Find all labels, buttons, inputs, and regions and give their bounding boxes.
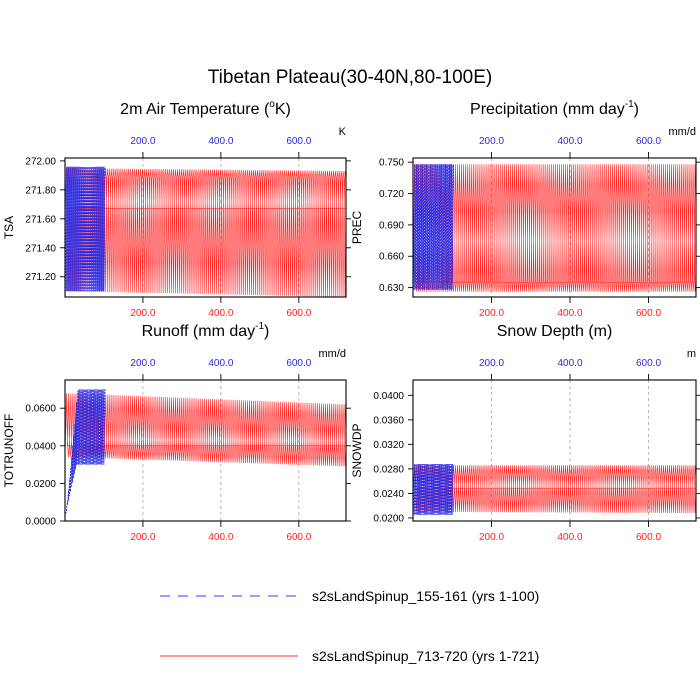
y-tick-label: 0.0240 bbox=[373, 489, 404, 500]
title-superscript: o bbox=[269, 99, 275, 110]
x-tick-label-bottom: 200.0 bbox=[130, 532, 155, 543]
x-tick-label-bottom: 600.0 bbox=[636, 308, 661, 319]
x-tick-label-bottom: 400.0 bbox=[557, 308, 582, 319]
x-tick-label-bottom: 400.0 bbox=[208, 532, 233, 543]
x-tick-label-top: 600.0 bbox=[286, 136, 311, 147]
plot-area bbox=[65, 166, 346, 297]
y-tick-label: 0.690 bbox=[379, 220, 404, 231]
series-line-713-720 bbox=[65, 168, 346, 297]
x-tick-label-top: 200.0 bbox=[479, 136, 504, 147]
series-line-155-161 bbox=[65, 389, 106, 514]
plot-frame bbox=[64, 157, 347, 298]
chart-panels: 2m Air Temperature (oK) K TSA 271.20 271.40 2… bbox=[2, 99, 700, 543]
y-tick-label: 0.720 bbox=[379, 189, 404, 200]
x-tick-label-top: 600.0 bbox=[286, 358, 311, 369]
y-axis-label: TSA bbox=[2, 216, 16, 239]
x-tick-label-bottom: 200.0 bbox=[130, 308, 155, 319]
series-line-155-161 bbox=[413, 164, 454, 290]
y-tick-label: 271.60 bbox=[25, 214, 56, 225]
plot-frame bbox=[64, 379, 347, 522]
panel-title: 2m Air Temperature (oK) bbox=[120, 99, 291, 118]
y-tick-label: 0.0000 bbox=[25, 517, 56, 528]
y-tick-label: 271.80 bbox=[25, 185, 56, 196]
y-tick-label: 0.660 bbox=[379, 252, 404, 263]
panel-title: Snow Depth (m) bbox=[497, 323, 613, 340]
x-tick-label-top: 400.0 bbox=[557, 136, 582, 147]
x-tick-label-top: 400.0 bbox=[208, 358, 233, 369]
x-tick-label-bottom: 400.0 bbox=[557, 532, 582, 543]
y-tick-label: 0.0360 bbox=[373, 415, 404, 426]
series-line-155-161 bbox=[65, 166, 106, 292]
x-tick-label-top: 400.0 bbox=[557, 358, 582, 369]
figure-title: Tibetan Plateau(30-40N,80-100E) bbox=[208, 67, 492, 88]
x-tick-label-bottom: 200.0 bbox=[479, 532, 504, 543]
x-tick-label-top: 200.0 bbox=[130, 358, 155, 369]
units-label: K bbox=[339, 126, 347, 138]
y-tick-label: 0.0280 bbox=[373, 464, 404, 475]
x-tick-label-top: 600.0 bbox=[636, 358, 661, 369]
x-tick-label-top: 200.0 bbox=[130, 136, 155, 147]
y-axis-label: PREC bbox=[350, 210, 364, 244]
legend-label-blue: s2sLandSpinup_155-161 (yrs 1-100) bbox=[312, 588, 539, 604]
chart-panel-totrunoff: Runoff (mm day-1) mm/d TOTRUNOFF 0.0000 0.02… bbox=[2, 321, 351, 543]
y-tick-label: 0.630 bbox=[379, 283, 404, 294]
y-tick-label: 0.0320 bbox=[373, 440, 404, 451]
title-superscript: -1 bbox=[255, 321, 264, 332]
y-tick-label: 271.40 bbox=[25, 243, 56, 254]
plot-frame bbox=[412, 157, 697, 298]
y-tick-label: 0.750 bbox=[379, 158, 404, 169]
x-tick-label-bottom: 600.0 bbox=[286, 308, 311, 319]
title-end: ) bbox=[264, 323, 269, 340]
legend-label-red: s2sLandSpinup_713-720 (yrs 1-721) bbox=[312, 648, 539, 664]
plot-area bbox=[413, 463, 696, 515]
legend: s2sLandSpinup_155-161 (yrs 1-100) s2sLan… bbox=[160, 588, 539, 664]
y-tick-label: 0.0200 bbox=[25, 479, 56, 490]
x-tick-label-bottom: 200.0 bbox=[479, 308, 504, 319]
y-tick-label: 0.0200 bbox=[373, 513, 404, 524]
x-tick-label-bottom: 600.0 bbox=[636, 532, 661, 543]
title-end: K) bbox=[275, 101, 291, 118]
x-tick-label-bottom: 600.0 bbox=[286, 532, 311, 543]
plot-area bbox=[65, 389, 346, 514]
y-tick-label: 0.0400 bbox=[25, 441, 56, 452]
y-axis-label: SNOWDP bbox=[350, 424, 364, 478]
panel-title: Precipitation (mm day-1) bbox=[470, 99, 639, 118]
y-tick-label: 272.00 bbox=[25, 156, 56, 167]
units-label: m bbox=[687, 348, 696, 360]
chart-panel-prec: Precipitation (mm day-1) mm/d PREC 0.630 0.6… bbox=[350, 99, 700, 319]
x-tick-label-top: 400.0 bbox=[208, 136, 233, 147]
series-line-713-720 bbox=[413, 164, 696, 292]
plot-frame bbox=[412, 379, 697, 522]
plot-area bbox=[413, 164, 696, 292]
title-end: ) bbox=[634, 101, 639, 118]
x-tick-label-top: 200.0 bbox=[479, 358, 504, 369]
units-label: mm/d bbox=[669, 126, 697, 138]
y-axis-label: TOTRUNOFF bbox=[2, 414, 16, 488]
panel-title: Runoff (mm day-1) bbox=[142, 321, 270, 340]
x-tick-label-bottom: 400.0 bbox=[208, 308, 233, 319]
title-superscript: -1 bbox=[625, 99, 634, 110]
chart-panel-tsa: 2m Air Temperature (oK) K TSA 271.20 271.40 2… bbox=[2, 99, 351, 319]
series-line-155-161 bbox=[413, 463, 454, 515]
y-tick-label: 271.20 bbox=[25, 272, 56, 283]
series-line-713-720 bbox=[65, 393, 346, 467]
series-line-713-720 bbox=[413, 465, 696, 514]
x-tick-label-top: 600.0 bbox=[636, 136, 661, 147]
units-label: mm/d bbox=[319, 348, 347, 360]
y-tick-label: 0.0600 bbox=[25, 404, 56, 415]
chart-panel-snowdp: Snow Depth (m) m SNOWDP 0.0200 0.0240 0.0280 0… bbox=[350, 323, 700, 543]
y-tick-label: 0.0400 bbox=[373, 391, 404, 402]
